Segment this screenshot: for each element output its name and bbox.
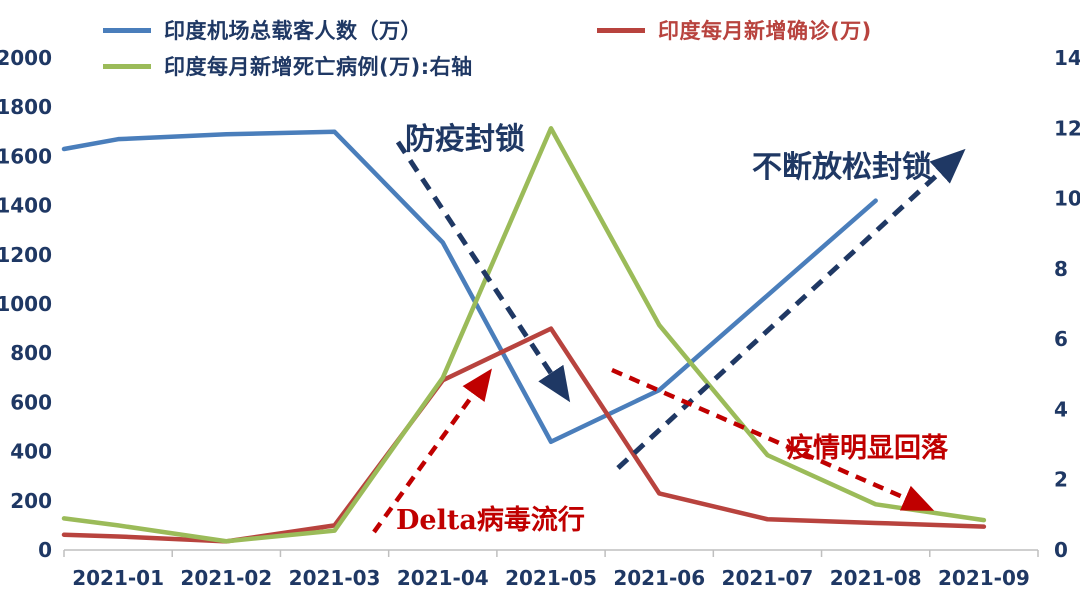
y-right-tick-label: 12 [1054, 116, 1080, 140]
annotation-arrow-1 [616, 148, 966, 470]
series-line-2 [61, 126, 987, 544]
y-right-tick-label: 2 [1054, 468, 1068, 492]
x-tick-label: 2021-06 [613, 566, 705, 590]
legend-swatch-red [597, 27, 645, 33]
y-left-tick-label: 1800 [0, 95, 52, 119]
series-line-1 [61, 326, 987, 544]
legend-item-passengers: 印度机场总载客人数（万） [103, 17, 422, 43]
x-tick-label: 2021-05 [505, 566, 597, 590]
y-left-tick-label: 1400 [0, 194, 52, 218]
y-right-tick-label: 10 [1054, 187, 1080, 211]
y-right-tick-label: 4 [1054, 397, 1068, 421]
legend-label-new-deaths: 印度每月新增死亡病例(万):右轴 [164, 55, 473, 79]
y-left-tick-label: 200 [10, 489, 52, 513]
annotation-arrow-3 [611, 367, 935, 511]
y-left-tick-label: 1000 [0, 292, 52, 316]
y-right-tick-label: 14 [1054, 46, 1080, 70]
annotation-epidemic-receding: 疫情明显回落 [786, 433, 948, 464]
y-left-tick-label: 1600 [0, 144, 52, 168]
annotation-delta-spread: Delta病毒流行 [396, 505, 585, 536]
y-right-tick-label: 8 [1054, 257, 1068, 281]
y-left-tick-label: 800 [10, 341, 52, 365]
series-line-0 [61, 129, 878, 445]
annotation-lockdown: 防疫封锁 [405, 122, 525, 157]
x-tick-label: 2021-04 [397, 566, 489, 590]
legend-label-new-cases: 印度每月新增确诊(万) [658, 19, 872, 43]
annotation-easing-lockdown: 不断放松封锁 [752, 150, 932, 185]
y-left-tick-label: 0 [38, 538, 52, 562]
legend-item-new-deaths: 印度每月新增死亡病例(万):右轴 [103, 53, 473, 79]
y-left-tick-label: 600 [10, 390, 52, 414]
x-tick-label: 2021-09 [938, 566, 1030, 590]
x-tick-label: 2021-08 [830, 566, 922, 590]
x-tick-label: 2021-07 [722, 566, 814, 590]
x-tick-label: 2021-02 [180, 566, 272, 590]
legend-swatch-green [103, 63, 151, 69]
y-left-tick-label: 1200 [0, 243, 52, 267]
legend-swatch-blue [103, 27, 151, 33]
x-tick-label: 2021-03 [289, 566, 381, 590]
y-left-tick-label: 400 [10, 440, 52, 464]
legend-label-passengers: 印度机场总载客人数（万） [164, 19, 422, 43]
y-right-tick-label: 0 [1054, 538, 1068, 562]
x-tick-label: 2021-01 [72, 566, 164, 590]
y-right-tick-label: 6 [1054, 327, 1068, 351]
legend-item-new-cases: 印度每月新增确诊(万) [597, 17, 872, 43]
annotation-arrow-0 [395, 140, 571, 403]
annotation-arrow-2 [372, 368, 492, 534]
y-left-tick-label: 2000 [0, 46, 52, 70]
